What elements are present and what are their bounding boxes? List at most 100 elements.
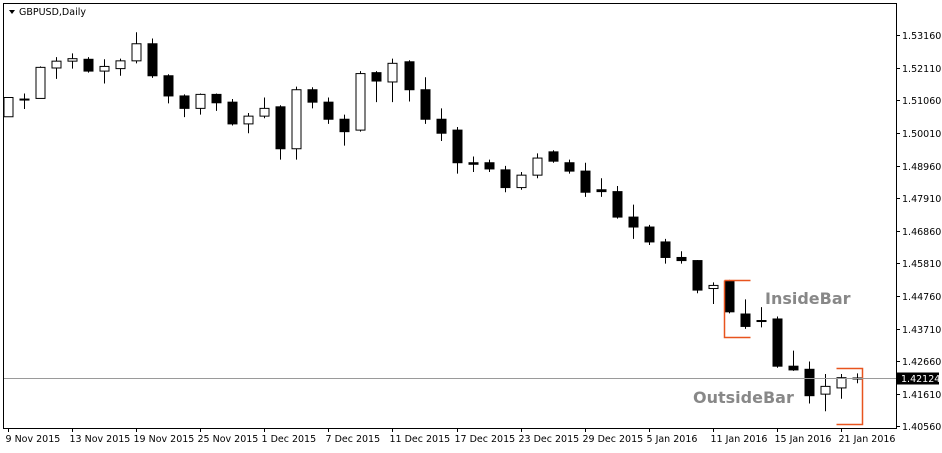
y-tick-label: 1.50010 [902, 129, 941, 140]
candle-body-bear [211, 93, 222, 104]
candle-body-bull [19, 98, 30, 101]
chart-menu-triangle-icon[interactable] [9, 10, 15, 14]
candles-layer [3, 32, 863, 412]
x-tick-label: 13 Nov 2015 [70, 434, 131, 445]
candle-body-bull [51, 60, 62, 69]
candle [291, 86, 302, 160]
candle [596, 178, 607, 197]
candle [227, 99, 238, 126]
candle [772, 316, 783, 368]
candle [67, 53, 78, 69]
candle-body-bull [115, 60, 126, 70]
candle-body-bear [692, 260, 703, 291]
candle [179, 94, 190, 118]
candle [484, 159, 495, 173]
candle [420, 77, 431, 124]
x-tick-label: 23 Dec 2015 [519, 434, 580, 445]
candle [708, 282, 719, 305]
y-tick-label: 1.42660 [902, 357, 941, 368]
y-tick-label: 1.46860 [902, 227, 941, 238]
y-tick-label: 1.51060 [902, 96, 941, 107]
candle-body-bear [740, 313, 751, 327]
candle [147, 38, 158, 78]
candle-body-bear [580, 170, 591, 193]
candle [516, 172, 527, 190]
annotation-label: OutsideBar [693, 388, 794, 407]
candle [131, 32, 142, 64]
y-tick-label: 1.40560 [902, 422, 941, 433]
candle-body-bear [788, 365, 799, 371]
candle-body-bull [708, 284, 719, 290]
y-tick-label: 1.48960 [902, 162, 941, 173]
candle [19, 93, 30, 109]
x-tick-label: 25 Nov 2015 [198, 434, 259, 445]
x-tick-label: 5 Jan 2016 [647, 434, 698, 445]
annotation-label: InsideBar [765, 289, 851, 308]
candle-body-bull [291, 89, 302, 150]
x-tick-label: 7 Dec 2015 [326, 434, 381, 445]
current-price-badge: 1.42124 [897, 372, 940, 385]
x-tick-label: 19 Nov 2015 [134, 434, 195, 445]
candle [724, 279, 735, 314]
candle-body-bear [772, 318, 783, 367]
x-tick-label: 21 Jan 2016 [839, 434, 896, 445]
candle-body-bear [147, 43, 158, 77]
y-tick-label: 1.45810 [902, 259, 941, 270]
candle [788, 350, 799, 371]
candle [275, 105, 286, 160]
candle-body-bull [820, 385, 831, 395]
pattern-bracket-inside [723, 279, 751, 339]
candle [51, 57, 62, 79]
candle-body-bear [628, 216, 639, 228]
x-tick-label: 11 Dec 2015 [390, 434, 451, 445]
y-tick-label: 1.44760 [902, 292, 941, 303]
y-tick-label: 1.41610 [902, 390, 941, 401]
candle-body-bear [404, 61, 415, 91]
candle [243, 113, 254, 134]
candle-body-bull [516, 174, 527, 189]
candle [660, 238, 671, 264]
candle [436, 108, 447, 141]
candle [548, 150, 559, 163]
candle-body-bear [676, 256, 687, 262]
brackets-layer [723, 279, 864, 426]
candle [195, 93, 206, 115]
candle-body-bull [195, 93, 206, 109]
y-tick-label: 1.47910 [902, 194, 941, 205]
candle-body-bear [596, 189, 607, 193]
candle-body-bull [387, 62, 398, 83]
candle-body-bear [724, 280, 735, 313]
candle [323, 97, 334, 124]
y-tick-label: 1.52110 [902, 64, 941, 75]
candle-body-bear [500, 169, 511, 189]
chart-title: GBPUSD,Daily [19, 7, 86, 18]
candle [628, 204, 639, 239]
current-price-label: 1.42124 [901, 374, 940, 385]
candle-body-bull [99, 65, 110, 72]
candle-body-bear [323, 101, 334, 120]
x-tick-label: 29 Dec 2015 [583, 434, 644, 445]
candle-body-bear [612, 191, 623, 218]
candle [676, 251, 687, 264]
candle-body-bull [756, 320, 767, 323]
candle-body-bull [355, 73, 366, 131]
chart-frame [3, 3, 897, 429]
candle-body-bear [660, 241, 671, 258]
candle-body-bear [436, 118, 447, 134]
candle-body-bear [371, 72, 382, 82]
candle [83, 57, 94, 73]
candle-body-bear [452, 129, 463, 164]
candle-body-bear [548, 151, 559, 162]
candle [339, 114, 350, 146]
candle [452, 127, 463, 174]
x-tick-label: 9 Nov 2015 [6, 434, 61, 445]
candle [468, 156, 479, 173]
candle-body-bull [35, 66, 46, 99]
candle [3, 96, 14, 118]
candle [259, 97, 270, 119]
candle-body-bear [804, 368, 815, 397]
candle-body-bear [484, 162, 495, 170]
candle-body-bull [67, 58, 78, 62]
x-axis: 9 Nov 2015 13 Nov 2015 19 Nov 2015 25 Nov 2… [6, 428, 896, 445]
